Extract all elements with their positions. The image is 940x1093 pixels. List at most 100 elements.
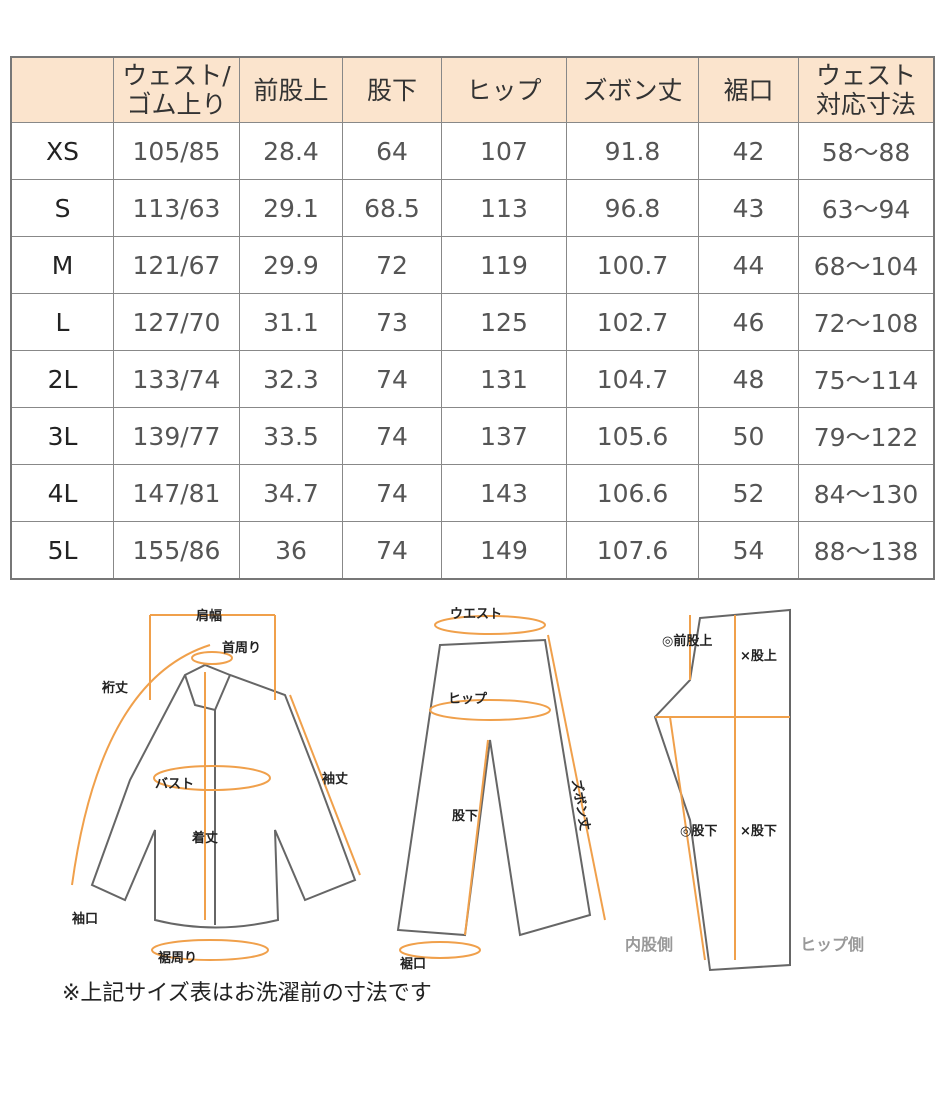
label-inner-side: 内股側 xyxy=(625,935,673,954)
label-sleeve-full: 裄丈 xyxy=(101,680,128,696)
table-row: XS 105/85 28.4 64 107 91.8 42 58～88 xyxy=(10,122,935,180)
table-cell: 133/74 xyxy=(113,350,240,408)
table-cell: 31.1 xyxy=(239,293,343,351)
size-table: ウェスト/ゴム上り 前股上 股下 ヒップ ズボン丈 裾口 ウェスト 対応寸法 XS 105/85… xyxy=(10,56,935,580)
table-cell: 33.5 xyxy=(239,407,343,465)
side-illustration xyxy=(653,608,791,972)
table-cell: 48 xyxy=(698,350,799,408)
label-rise: ×股上 xyxy=(740,649,777,664)
table-cell: 72 xyxy=(342,236,442,294)
table-cell: 125 xyxy=(441,293,567,351)
table-cell: 149 xyxy=(441,521,567,580)
table-cell: 139/77 xyxy=(113,407,240,465)
label-sleeve: 袖丈 xyxy=(322,771,348,787)
column-header xyxy=(10,56,114,123)
label-shoulder: 肩幅 xyxy=(196,608,222,624)
table-cell: 32.3 xyxy=(239,350,343,408)
table-cell: 131 xyxy=(441,350,567,408)
table-cell: 29.1 xyxy=(239,179,343,237)
table-row: 3L 139/77 33.5 74 137 105.6 50 79～122 xyxy=(10,407,935,465)
table-cell: 121/67 xyxy=(113,236,240,294)
size-label: 3L xyxy=(10,407,114,465)
column-header: 股下 xyxy=(342,56,442,123)
table-cell: 113 xyxy=(441,179,567,237)
label-cuff: 袖口 xyxy=(72,911,98,927)
table-cell: 46 xyxy=(698,293,799,351)
table-row: 4L 147/81 34.7 74 143 106.6 52 84～130 xyxy=(10,464,935,522)
table-cell: 72～108 xyxy=(798,293,935,351)
table-cell: 74 xyxy=(342,350,442,408)
table-cell: 119 xyxy=(441,236,567,294)
table-cell: 68.5 xyxy=(342,179,442,237)
column-header: ウェスト/ゴム上り xyxy=(113,56,240,123)
size-label: M xyxy=(10,236,114,294)
label-front-rise: ◎前股上 xyxy=(662,633,712,649)
size-label: S xyxy=(10,179,114,237)
table-row: S 113/63 29.1 68.5 113 96.8 43 63～94 xyxy=(10,179,935,237)
table-cell: 74 xyxy=(342,407,442,465)
label-length: 着丈 xyxy=(191,830,218,846)
label-neck: 首周り xyxy=(222,640,261,656)
column-header: 裾口 xyxy=(698,56,799,123)
table-cell: 105/85 xyxy=(113,122,240,180)
size-label: XS xyxy=(10,122,114,180)
table-cell: 113/63 xyxy=(113,179,240,237)
table-cell: 42 xyxy=(698,122,799,180)
size-label: 2L xyxy=(10,350,114,408)
table-cell: 137 xyxy=(441,407,567,465)
table-cell: 100.7 xyxy=(566,236,699,294)
table-cell: 102.7 xyxy=(566,293,699,351)
table-cell: 127/70 xyxy=(113,293,240,351)
table-cell: 63～94 xyxy=(798,179,935,237)
table-cell: 73 xyxy=(342,293,442,351)
column-header: ヒップ xyxy=(441,56,567,123)
label-bust: バスト xyxy=(155,777,194,792)
table-row: 2L 133/74 32.3 74 131 104.7 48 75～114 xyxy=(10,350,935,408)
table-cell: 155/86 xyxy=(113,521,240,580)
table-cell: 104.7 xyxy=(566,350,699,408)
side-measure-lines xyxy=(655,615,790,961)
table-cell: 43 xyxy=(698,179,799,237)
size-label: 5L xyxy=(10,521,114,580)
table-cell: 54 xyxy=(698,521,799,580)
table-cell: 75～114 xyxy=(798,350,935,408)
column-header: 前股上 xyxy=(239,56,343,123)
table-cell: 91.8 xyxy=(566,122,699,180)
table-cell: 105.6 xyxy=(566,407,699,465)
label-hem: 裾周り xyxy=(158,950,197,966)
table-cell: 96.8 xyxy=(566,179,699,237)
table-cell: 50 xyxy=(698,407,799,465)
table-cell: 68～104 xyxy=(798,236,935,294)
label-hip: ヒップ xyxy=(448,692,488,707)
table-cell: 84～130 xyxy=(798,464,935,522)
label-hip-side: ヒップ側 xyxy=(800,935,864,954)
table-cell: 147/81 xyxy=(113,464,240,522)
table-cell: 88～138 xyxy=(798,521,935,580)
table-cell: 28.4 xyxy=(239,122,343,180)
measurement-diagram: 肩幅 首周り 裄丈 バスト 袖丈 着丈 袖口 裾周り ウエスト ヒップ 股下 ズ… xyxy=(71,607,864,972)
pants-illustration xyxy=(396,638,592,937)
label-pants-hem: 裾口 xyxy=(400,956,426,972)
label-inseam-back: ×股下 xyxy=(740,824,777,839)
column-header: ズボン丈 xyxy=(566,56,699,123)
table-cell: 44 xyxy=(698,236,799,294)
table-cell: 107.6 xyxy=(566,521,699,580)
table-cell: 143 xyxy=(441,464,567,522)
shirt-measure-lines xyxy=(71,614,361,961)
table-cell: 29.9 xyxy=(239,236,343,294)
table-cell: 52 xyxy=(698,464,799,522)
table-cell: 79～122 xyxy=(798,407,935,465)
table-cell: 107 xyxy=(441,122,567,180)
label-inseam: 股下 xyxy=(452,809,478,824)
table-cell: 106.6 xyxy=(566,464,699,522)
label-waist: ウエスト xyxy=(450,607,502,622)
size-label: 4L xyxy=(10,464,114,522)
table-row: L 127/70 31.1 73 125 102.7 46 72～108 xyxy=(10,293,935,351)
table-cell: 36 xyxy=(239,521,343,580)
table-cell: 64 xyxy=(342,122,442,180)
size-note: ※上記サイズ表はお洗濯前の寸法です xyxy=(62,981,432,1006)
pants-measure-lines xyxy=(399,615,606,959)
table-row: M 121/67 29.9 72 119 100.7 44 68～104 xyxy=(10,236,935,294)
table-cell: 74 xyxy=(342,521,442,580)
table-cell: 74 xyxy=(342,464,442,522)
